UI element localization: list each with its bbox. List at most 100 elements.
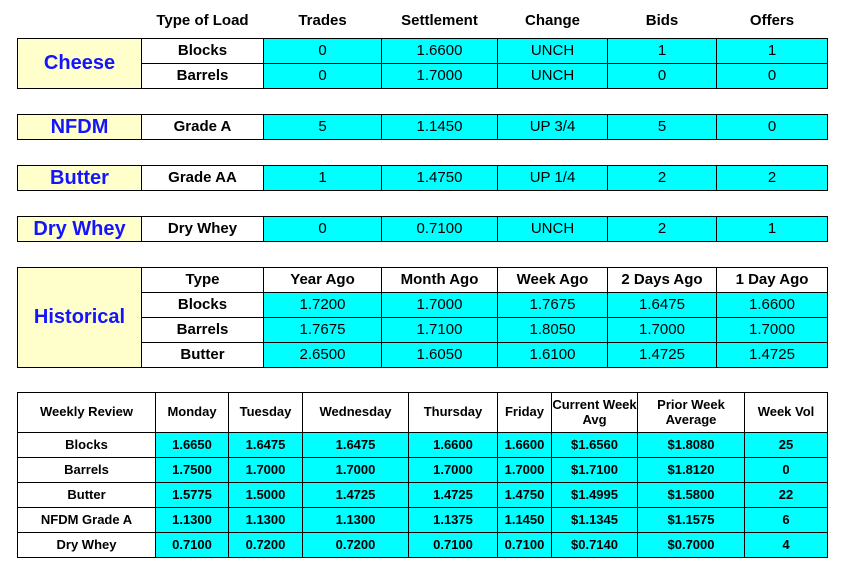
- value-cell: 1.5775: [155, 482, 229, 508]
- value-cell: 1.6600: [381, 38, 498, 64]
- value-cell: 1.7000: [381, 292, 498, 318]
- value-cell: UP 3/4: [497, 114, 608, 140]
- row-label: Blocks: [141, 38, 264, 64]
- value-cell: 1.6475: [302, 432, 409, 458]
- value-cell: 5: [607, 114, 717, 140]
- column-header: 2 Days Ago: [607, 267, 717, 293]
- value-cell: 1.7000: [381, 63, 498, 89]
- value-cell: 1.4725: [408, 482, 498, 508]
- column-header: Type: [141, 267, 264, 293]
- column-header: Monday: [155, 392, 229, 433]
- value-cell: 2: [607, 216, 717, 242]
- value-cell: 1.6475: [228, 432, 303, 458]
- column-header: Friday: [497, 392, 552, 433]
- value-cell: 1: [716, 38, 828, 64]
- value-cell: 2: [716, 165, 828, 191]
- value-cell: $1.4995: [551, 482, 638, 508]
- value-cell: 22: [744, 482, 828, 508]
- value-cell: 1.6600: [716, 292, 828, 318]
- row-label: Dry Whey: [17, 532, 156, 558]
- value-cell: $1.1345: [551, 507, 638, 533]
- value-cell: 0: [607, 63, 717, 89]
- value-cell: $1.8080: [637, 432, 745, 458]
- row-label: Blocks: [141, 292, 264, 318]
- value-cell: 4: [744, 532, 828, 558]
- value-cell: 1.1300: [302, 507, 409, 533]
- value-cell: 5: [263, 114, 382, 140]
- value-cell: 6: [744, 507, 828, 533]
- value-cell: 0.7200: [228, 532, 303, 558]
- row-label: Barrels: [141, 317, 264, 343]
- row-label: Barrels: [141, 63, 264, 89]
- column-header: 1 Day Ago: [716, 267, 828, 293]
- value-cell: 1: [716, 216, 828, 242]
- group-label: NFDM: [17, 114, 142, 140]
- column-header: Offers: [749, 11, 795, 29]
- value-cell: 1.4750: [497, 482, 552, 508]
- column-header: Current Week Avg: [551, 392, 638, 433]
- column-header: Trades: [298, 11, 347, 29]
- value-cell: 1.1300: [155, 507, 229, 533]
- value-cell: $1.6560: [551, 432, 638, 458]
- value-cell: 1.7200: [263, 292, 382, 318]
- value-cell: 0: [263, 63, 382, 89]
- value-cell: 1.7100: [381, 317, 498, 343]
- value-cell: 0.7100: [381, 216, 498, 242]
- value-cell: 1.1375: [408, 507, 498, 533]
- column-header: Bids: [645, 11, 679, 29]
- column-header: Change: [524, 11, 580, 29]
- value-cell: $1.5800: [637, 482, 745, 508]
- column-header: Type of Load: [156, 11, 249, 29]
- value-cell: 0: [263, 216, 382, 242]
- column-header: Settlement: [401, 11, 478, 29]
- group-label: Historical: [17, 267, 142, 368]
- value-cell: 1.6100: [497, 342, 608, 368]
- value-cell: 0.7100: [408, 532, 498, 558]
- row-label: Dry Whey: [141, 216, 264, 242]
- value-cell: 1.1450: [497, 507, 552, 533]
- value-cell: 1.4750: [381, 165, 498, 191]
- value-cell: $1.8120: [637, 457, 745, 483]
- group-label: Cheese: [17, 38, 142, 89]
- value-cell: $1.1575: [637, 507, 745, 533]
- value-cell: 1.6475: [607, 292, 717, 318]
- value-cell: 1.1300: [228, 507, 303, 533]
- column-header: Year Ago: [263, 267, 382, 293]
- value-cell: 0: [716, 63, 828, 89]
- value-cell: 1.7000: [607, 317, 717, 343]
- value-cell: UNCH: [497, 63, 608, 89]
- value-cell: 0: [263, 38, 382, 64]
- column-header: Week Vol: [744, 392, 828, 433]
- value-cell: 1.7000: [497, 457, 552, 483]
- group-label: Dry Whey: [17, 216, 142, 242]
- value-cell: 1.6650: [155, 432, 229, 458]
- value-cell: $1.7100: [551, 457, 638, 483]
- value-cell: 1.6600: [408, 432, 498, 458]
- value-cell: 1.1450: [381, 114, 498, 140]
- value-cell: UNCH: [497, 216, 608, 242]
- value-cell: 1.7000: [302, 457, 409, 483]
- column-header: Wednesday: [302, 392, 409, 433]
- value-cell: 1.7000: [716, 317, 828, 343]
- value-cell: 1.6050: [381, 342, 498, 368]
- value-cell: 1.6600: [497, 432, 552, 458]
- value-cell: 0: [716, 114, 828, 140]
- group-label: Butter: [17, 165, 142, 191]
- value-cell: 1: [263, 165, 382, 191]
- column-header: Thursday: [408, 392, 498, 433]
- value-cell: 25: [744, 432, 828, 458]
- value-cell: 2: [607, 165, 717, 191]
- value-cell: 0.7100: [497, 532, 552, 558]
- value-cell: 1.7675: [497, 292, 608, 318]
- value-cell: 1.8050: [497, 317, 608, 343]
- value-cell: 1.5000: [228, 482, 303, 508]
- value-cell: 0: [744, 457, 828, 483]
- column-header: Week Ago: [497, 267, 608, 293]
- row-label: Grade A: [141, 114, 264, 140]
- column-header: Tuesday: [228, 392, 303, 433]
- row-label: Barrels: [17, 457, 156, 483]
- value-cell: 1.7000: [408, 457, 498, 483]
- value-cell: 1: [607, 38, 717, 64]
- value-cell: 0.7100: [155, 532, 229, 558]
